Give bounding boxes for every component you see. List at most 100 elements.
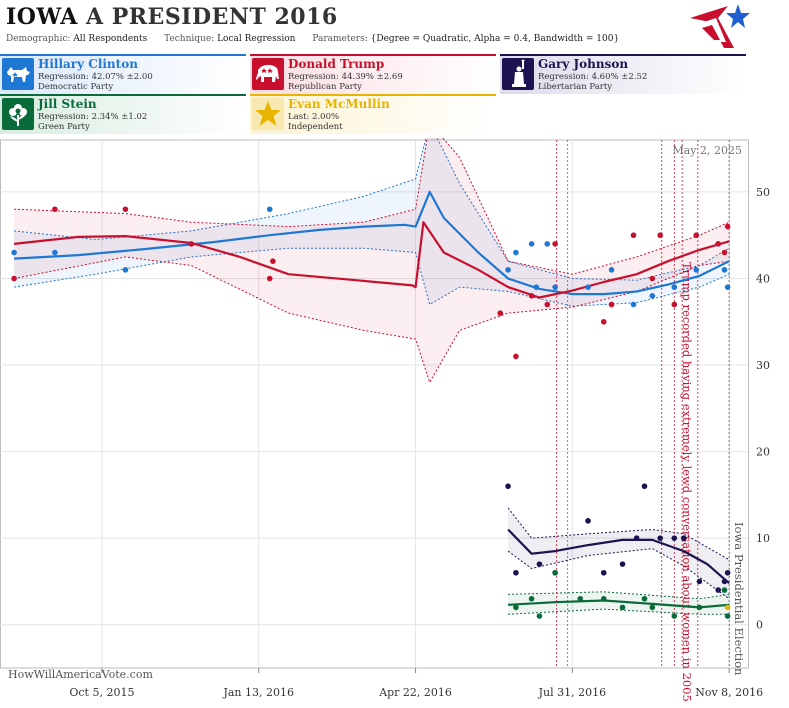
donald-trump-poll-point xyxy=(649,275,656,282)
donkey-icon xyxy=(2,58,34,90)
hillary-clinton-poll-point xyxy=(122,267,129,273)
donald-trump-poll-point xyxy=(513,353,519,360)
gary-johnson-poll-point xyxy=(680,535,687,541)
liberty-statue-icon xyxy=(502,58,534,90)
poll-points xyxy=(11,206,731,619)
hillary-clinton-poll-point xyxy=(52,249,58,256)
gary-johnson-poll-point xyxy=(671,535,678,541)
watermark: HowWillAmericaVote.com xyxy=(8,668,153,681)
x-tick-label: Jan 13, 2016 xyxy=(222,686,294,699)
axes: 0 10 20 30 40 50 Oct 5, 2015 Jan 13, 2016 Apr 22… xyxy=(69,186,770,699)
gary-johnson-poll-point xyxy=(505,483,511,490)
y-tick-label: 0 xyxy=(756,619,763,632)
evan-mcmullin-poll-point xyxy=(724,604,731,611)
gary-johnson-poll-point xyxy=(715,587,722,593)
jill-stein-poll-point xyxy=(552,569,558,576)
donald-trump-poll-point xyxy=(528,293,535,299)
candidate-name: Donald Trump xyxy=(288,57,385,71)
candidate-party: Green Party xyxy=(38,122,90,132)
grid xyxy=(0,139,749,669)
y-tick-label: 50 xyxy=(756,186,770,199)
jill-stein-poll-point xyxy=(721,587,728,593)
y-tick-label: 20 xyxy=(756,446,770,459)
gary-johnson-poll-point xyxy=(513,569,519,576)
demographic-label: Demographic: xyxy=(6,34,71,44)
donald-trump-poll-point xyxy=(721,249,728,256)
candidate-stat: Last: 2.00% xyxy=(288,112,340,122)
date-stamp: May 2, 2025 xyxy=(672,144,742,157)
candidate-name: Evan McMullin xyxy=(288,97,390,111)
parameters-label: Parameters: xyxy=(312,34,368,44)
x-tick-label: Jul 31, 2016 xyxy=(538,686,607,699)
donald-trump-poll-point xyxy=(671,301,678,308)
donald-trump-upper-bound xyxy=(14,121,730,275)
hillary-clinton-trend-line xyxy=(14,190,730,296)
gary-johnson-poll-point xyxy=(633,535,640,541)
event-annotation: Trump recorded having extremely lewd con… xyxy=(680,262,694,702)
site-logo xyxy=(690,4,750,48)
donald-trump-poll-point xyxy=(552,241,558,247)
hillary-clinton-lower-bound xyxy=(14,247,730,307)
candidate-stat: Regression: 2.34% ±1.02 xyxy=(38,112,148,122)
gary-johnson-poll-point xyxy=(657,535,663,541)
candidate-stat: Regression: 42.07% ±2.00 xyxy=(38,72,153,82)
gary-johnson-poll-point xyxy=(696,578,703,585)
race-title: A PRESIDENT 2016 xyxy=(86,4,338,30)
demographic-value: All Respondents xyxy=(73,34,148,44)
donald-trump-poll-point xyxy=(266,275,273,282)
technique-value: Local Regression xyxy=(217,34,296,44)
jill-stein-poll-point xyxy=(600,595,607,602)
elephant-icon xyxy=(252,58,284,90)
donald-trump-poll-point xyxy=(497,310,504,316)
plot-frame xyxy=(0,139,749,669)
flower-icon xyxy=(2,98,34,130)
hillary-clinton-poll-point xyxy=(513,249,519,256)
legend-stein: Jill Stein Regression: 2.34% ±1.02 Green… xyxy=(0,94,246,134)
legend-johnson: Gary Johnson Regression: 4.60% ±2.52 Lib… xyxy=(500,54,746,94)
donald-trump-poll-point xyxy=(122,206,129,213)
y-tick-label: 10 xyxy=(756,532,770,545)
x-tick-label: Oct 5, 2015 xyxy=(69,686,134,699)
jill-stein-poll-point xyxy=(528,595,535,602)
legend-mcmullin: Evan McMullin Last: 2.00% Independent xyxy=(250,94,496,134)
legend-trump: Donald Trump Regression: 44.39% ±2.69 Re… xyxy=(250,54,496,94)
candidate-party: Democratic Party xyxy=(38,82,114,92)
hillary-clinton-upper-bound xyxy=(14,121,730,281)
event-lines: Trump recorded having extremely lewd con… xyxy=(556,140,746,702)
jill-stein-poll-point xyxy=(649,604,656,611)
legend-clinton: Hillary Clinton Regression: 42.07% ±2.00… xyxy=(0,54,246,94)
hillary-clinton-poll-point xyxy=(528,241,535,247)
jill-stein-trend-line xyxy=(508,599,730,609)
hillary-clinton-poll-point xyxy=(671,284,678,290)
hillary-clinton-poll-point xyxy=(608,267,615,273)
hillary-clinton-poll-point xyxy=(266,206,273,213)
x-tick-label: Apr 22, 2016 xyxy=(378,686,452,699)
candidate-name: Jill Stein xyxy=(38,97,97,111)
donald-trump-poll-point xyxy=(693,232,700,239)
jill-stein-poll-point xyxy=(536,613,543,619)
chart-title: IOWA A PRESIDENT 2016 xyxy=(6,4,338,30)
parameters-line: Demographic: All Respondents Technique: … xyxy=(6,34,619,44)
jill-stein-poll-point xyxy=(724,613,731,619)
hillary-clinton-poll-point xyxy=(11,249,17,256)
gary-johnson-poll-point xyxy=(724,569,731,576)
chart-header: IOWA A PRESIDENT 2016 Demographic: All R… xyxy=(0,0,789,54)
hillary-clinton-poll-point xyxy=(585,284,591,290)
donald-trump-poll-point xyxy=(52,206,58,213)
hillary-clinton-poll-point xyxy=(693,267,700,273)
candidate-party: Libertarian Party xyxy=(538,82,613,92)
gary-johnson-poll-point xyxy=(619,561,626,567)
event-annotation: Iowa Presidential Election xyxy=(732,522,746,676)
candidate-stat: Regression: 44.39% ±2.69 xyxy=(288,72,403,82)
hillary-clinton-poll-point xyxy=(505,267,511,273)
donald-trump-poll-point xyxy=(11,275,17,282)
donald-trump-poll-point xyxy=(630,232,637,239)
candidate-party: Independent xyxy=(288,122,343,132)
state-title: IOWA xyxy=(6,4,78,30)
confidence-bands xyxy=(14,121,730,615)
gary-johnson-poll-point xyxy=(536,561,543,567)
donald-trump-band xyxy=(14,122,730,383)
gary-johnson-poll-point xyxy=(721,578,728,585)
candidate-name: Gary Johnson xyxy=(538,57,629,71)
jill-stein-poll-point xyxy=(619,604,626,611)
